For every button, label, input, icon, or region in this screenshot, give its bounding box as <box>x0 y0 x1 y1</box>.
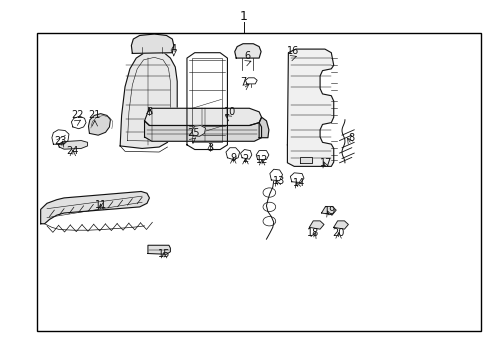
Polygon shape <box>234 44 261 58</box>
Polygon shape <box>120 51 177 148</box>
Polygon shape <box>186 53 227 149</box>
Text: 22: 22 <box>71 111 84 121</box>
Text: 7: 7 <box>240 77 245 87</box>
Text: 1: 1 <box>239 10 247 23</box>
Text: 18: 18 <box>306 228 318 238</box>
Polygon shape <box>71 116 86 129</box>
Polygon shape <box>321 207 335 215</box>
Text: 19: 19 <box>323 206 335 216</box>
Polygon shape <box>259 117 268 138</box>
Polygon shape <box>269 169 282 181</box>
Polygon shape <box>191 126 205 136</box>
Text: 25: 25 <box>187 129 199 138</box>
Polygon shape <box>333 221 347 229</box>
Polygon shape <box>287 49 333 166</box>
Text: 12: 12 <box>255 155 268 165</box>
Polygon shape <box>300 157 311 163</box>
Polygon shape <box>225 148 239 159</box>
Polygon shape <box>256 150 268 159</box>
Text: 3: 3 <box>207 143 213 153</box>
Text: 13: 13 <box>272 176 284 186</box>
Polygon shape <box>240 149 251 159</box>
Bar <box>37 33 480 330</box>
Text: 10: 10 <box>224 107 236 117</box>
Text: 5: 5 <box>146 107 152 117</box>
Text: 15: 15 <box>158 248 170 258</box>
Polygon shape <box>144 121 261 141</box>
Text: 9: 9 <box>230 153 236 163</box>
Polygon shape <box>245 78 257 84</box>
Text: 14: 14 <box>292 178 304 188</box>
Text: 20: 20 <box>332 228 344 238</box>
Text: 24: 24 <box>66 145 79 156</box>
Text: 23: 23 <box>54 136 67 146</box>
Polygon shape <box>52 130 69 145</box>
Polygon shape <box>58 140 87 149</box>
Polygon shape <box>41 192 149 224</box>
Text: 16: 16 <box>286 46 299 56</box>
Text: 6: 6 <box>244 51 249 61</box>
Text: 2: 2 <box>242 154 248 164</box>
Text: 21: 21 <box>88 111 101 121</box>
Polygon shape <box>144 108 261 126</box>
Polygon shape <box>309 221 324 229</box>
Polygon shape <box>148 245 170 254</box>
Text: 11: 11 <box>94 200 106 210</box>
Text: 4: 4 <box>170 44 177 54</box>
Text: 17: 17 <box>320 158 332 168</box>
Polygon shape <box>88 114 110 135</box>
Text: 8: 8 <box>348 133 354 143</box>
Polygon shape <box>131 34 173 53</box>
Polygon shape <box>290 173 304 183</box>
